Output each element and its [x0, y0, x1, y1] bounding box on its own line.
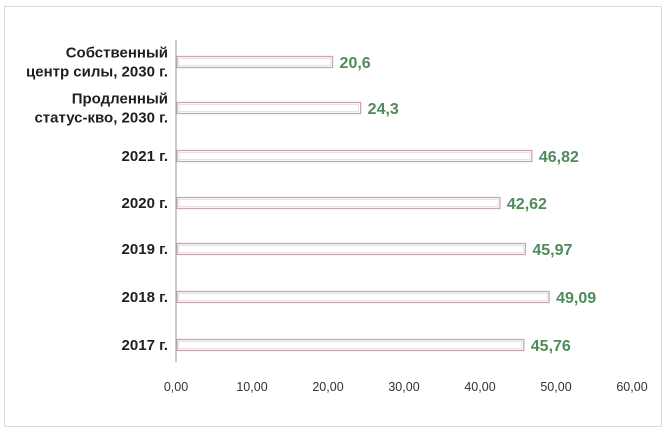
category-label: 2017 г.: [122, 337, 168, 354]
bar-inner-outline: [178, 58, 331, 66]
value-label: 46,82: [539, 149, 579, 166]
x-tick-label: 0,00: [164, 380, 188, 394]
x-tick-label: 20,00: [312, 380, 343, 394]
bar: [176, 55, 334, 69]
value-label: 49,09: [556, 290, 596, 307]
x-tick-label: 10,00: [236, 380, 267, 394]
category-label: 2021 г.: [122, 148, 168, 165]
value-label: 45,76: [531, 338, 571, 355]
bar-inner-outline: [178, 293, 548, 301]
category-label: Собственный центр силы, 2030 г.: [26, 45, 168, 81]
category-label: 2018 г.: [122, 289, 168, 306]
value-label: 20,6: [340, 55, 371, 72]
value-label: 24,3: [368, 101, 399, 118]
bar-inner-outline: [178, 104, 360, 112]
bar: [176, 196, 501, 210]
value-label: 45,97: [532, 242, 572, 259]
value-label: 42,62: [507, 196, 547, 213]
bar: [176, 338, 525, 352]
x-tick-label: 50,00: [540, 380, 571, 394]
category-label: 2019 г.: [122, 241, 168, 258]
bar: [176, 242, 527, 256]
bar: [176, 149, 533, 163]
bar: [176, 290, 550, 304]
bar: [176, 101, 362, 115]
chart-frame: [4, 6, 662, 427]
bar-inner-outline: [178, 245, 524, 253]
category-label: 2020 г.: [122, 195, 168, 212]
x-tick-label: 40,00: [464, 380, 495, 394]
bar-inner-outline: [178, 152, 531, 160]
bar-inner-outline: [178, 199, 499, 207]
category-label: Продленный статус-кво, 2030 г.: [34, 91, 168, 127]
x-tick-label: 60,00: [616, 380, 647, 394]
x-tick-label: 30,00: [388, 380, 419, 394]
bar-inner-outline: [178, 341, 523, 349]
